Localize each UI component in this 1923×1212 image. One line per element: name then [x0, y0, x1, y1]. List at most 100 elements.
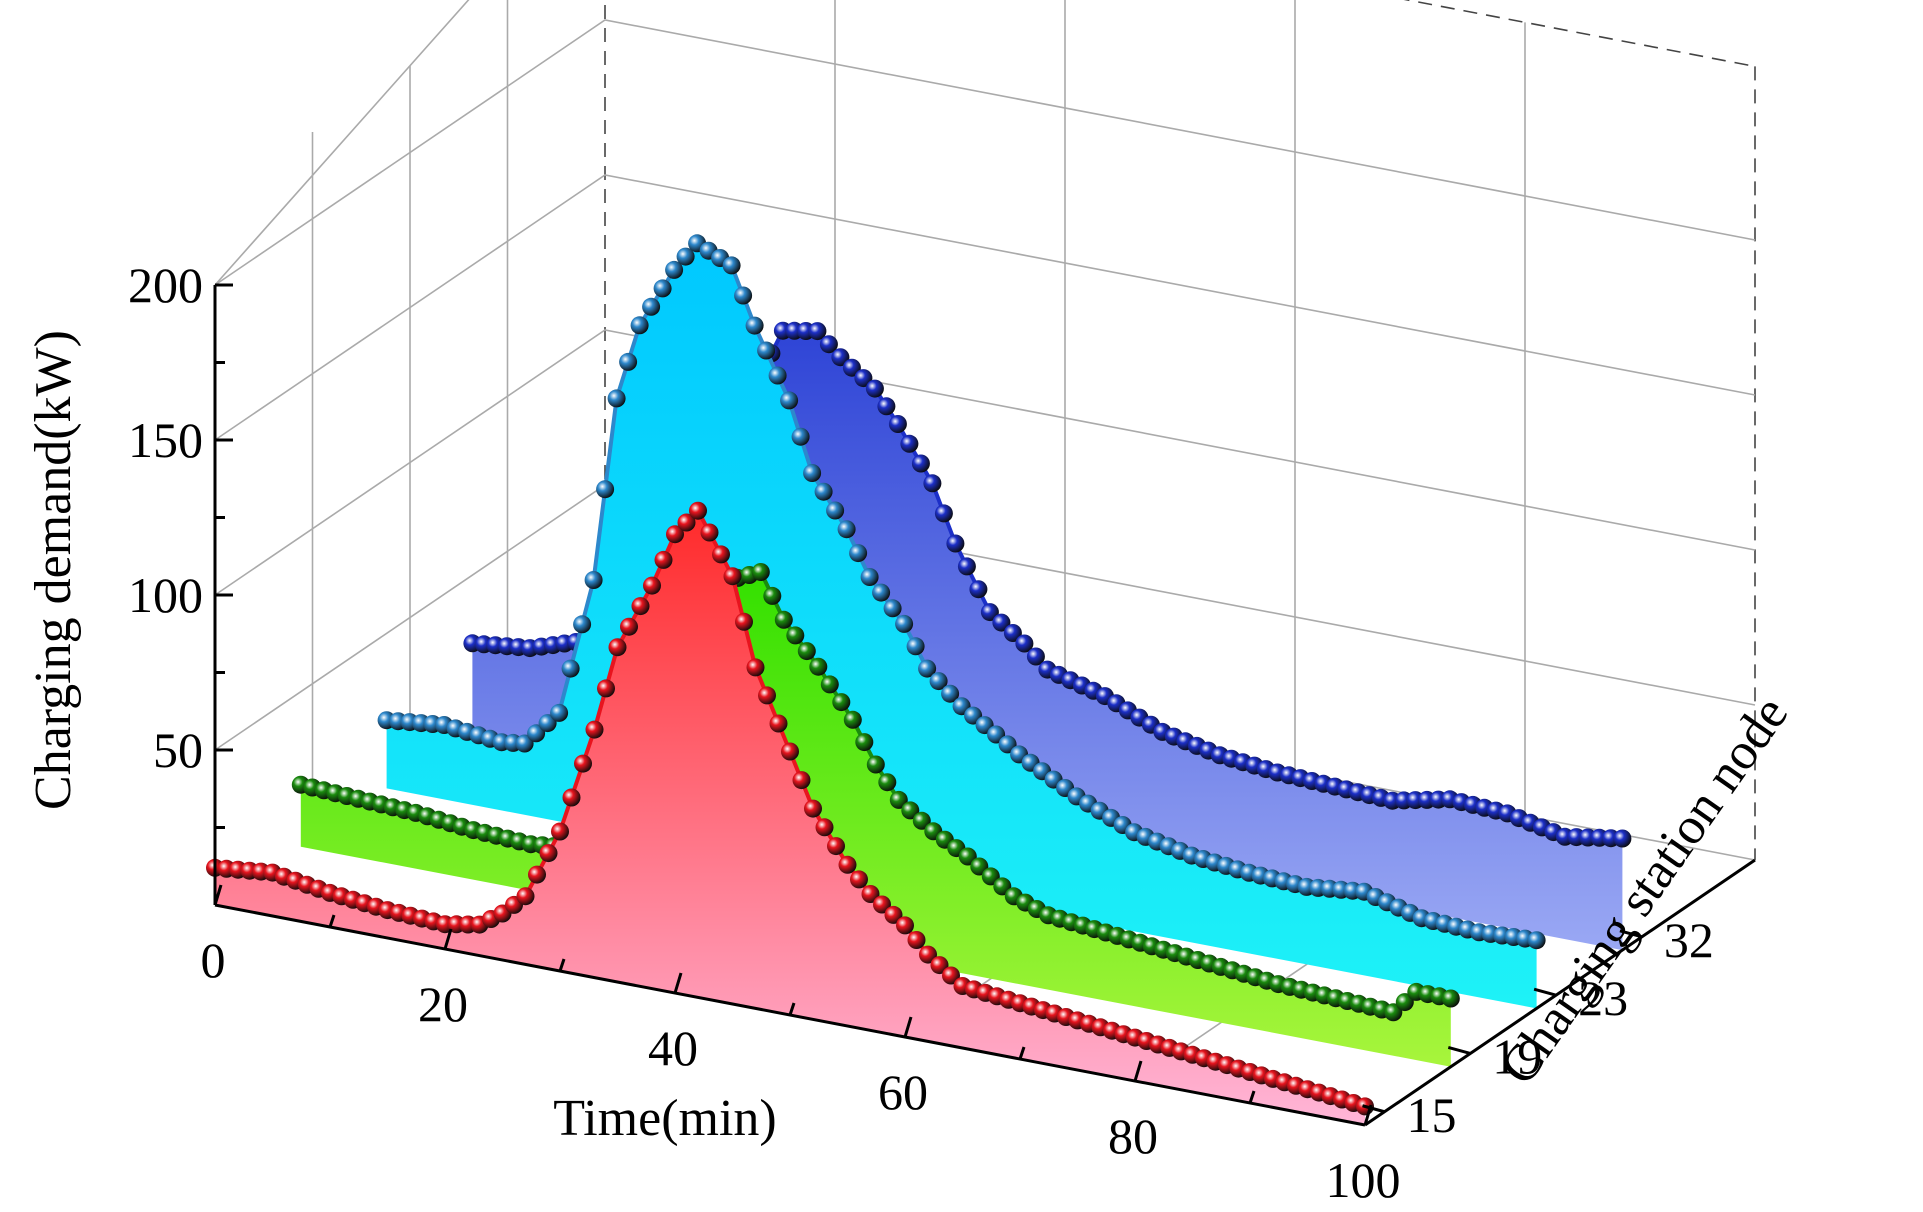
- data-point: [941, 684, 960, 703]
- series-layer: [206, 234, 1632, 1125]
- series-area: [215, 510, 1365, 1125]
- data-point: [562, 788, 581, 807]
- data-point: [877, 397, 896, 416]
- left-wall-top-edge: [214, 0, 470, 286]
- data-point: [980, 603, 999, 622]
- data-point: [930, 956, 949, 975]
- y-tick-label: 32: [1664, 912, 1714, 968]
- z-tick-label: 50: [153, 722, 203, 778]
- data-point: [831, 348, 850, 367]
- data-point: [861, 885, 880, 903]
- data-point: [676, 247, 695, 266]
- data-point: [929, 672, 948, 691]
- data-point: [923, 474, 942, 493]
- data-point: [946, 534, 965, 553]
- back-wall-top-edge: [1403, 0, 1756, 68]
- series-15: [206, 501, 1374, 1125]
- z-tick-label: 200: [128, 257, 203, 313]
- data-point: [619, 352, 638, 371]
- data-point: [855, 733, 874, 752]
- x-tick-label: 80: [1108, 1108, 1158, 1164]
- data-point: [758, 686, 776, 705]
- data-point: [832, 693, 851, 712]
- data-point: [803, 464, 822, 482]
- data-point: [820, 675, 839, 694]
- data-point: [1527, 931, 1546, 950]
- z-tick-label: 150: [128, 412, 203, 468]
- data-point: [574, 754, 592, 773]
- data-point: [860, 568, 879, 586]
- data-point: [826, 501, 845, 520]
- data-point: [842, 358, 861, 377]
- data-point: [689, 501, 707, 520]
- data-point: [786, 626, 805, 645]
- y-tick: [1447, 1046, 1471, 1055]
- x-tick: [903, 1016, 913, 1038]
- x-minor-tick: [1018, 1046, 1026, 1060]
- data-point: [781, 742, 799, 761]
- y-tick: [1619, 929, 1643, 939]
- x-minor-tick: [328, 914, 336, 928]
- data-point: [722, 256, 741, 275]
- data-point: [539, 844, 558, 863]
- data-point: [1441, 989, 1460, 1008]
- data-point: [873, 895, 891, 914]
- data-point: [677, 513, 696, 532]
- data-point: [888, 415, 907, 433]
- x-tick-label: 100: [1326, 1152, 1401, 1208]
- data-point: [957, 557, 976, 576]
- data-point: [550, 703, 569, 722]
- data-point: [643, 576, 661, 595]
- data-point: [712, 545, 730, 564]
- data-point: [889, 790, 908, 809]
- y-tick-label: 15: [1407, 1087, 1457, 1143]
- data-point: [838, 855, 857, 874]
- data-point: [751, 563, 770, 581]
- data-point: [815, 818, 834, 837]
- data-point: [1384, 1003, 1403, 1022]
- data-point: [769, 714, 788, 733]
- x-tick-label: 0: [201, 932, 226, 988]
- data-point: [883, 599, 902, 618]
- data-point: [516, 887, 535, 906]
- data-point: [896, 916, 914, 935]
- data-point: [774, 610, 793, 629]
- data-point: [1613, 829, 1632, 848]
- z-axis-title: Charging demand(kW): [25, 330, 82, 810]
- data-point: [745, 316, 764, 335]
- y-tick-label: 19: [1492, 1028, 1542, 1084]
- data-point: [573, 615, 592, 634]
- data-point: [735, 612, 753, 631]
- data-point: [942, 966, 960, 985]
- data-point: [804, 799, 822, 818]
- data-point: [757, 341, 776, 360]
- x-tick-label: 40: [648, 1020, 698, 1076]
- series-area: [300, 572, 1451, 1067]
- data-point: [666, 525, 684, 544]
- data-point: [934, 504, 953, 523]
- data-point: [584, 571, 603, 589]
- data-point: [850, 870, 868, 889]
- z-gridline: [214, 174, 1756, 441]
- data-point: [585, 720, 604, 739]
- data-point: [654, 550, 673, 569]
- data-point: [1015, 634, 1034, 653]
- data-point: [843, 710, 862, 729]
- data-point: [665, 260, 684, 279]
- data-point: [630, 316, 649, 335]
- data-point: [1026, 647, 1045, 666]
- data-point: [912, 811, 931, 830]
- data-point: [854, 369, 873, 388]
- data-point: [814, 482, 833, 501]
- data-point: [723, 567, 742, 586]
- y-tick: [1533, 987, 1557, 997]
- data-point: [551, 822, 569, 841]
- data-point: [746, 658, 765, 677]
- data-point: [900, 434, 919, 453]
- x-minor-tick: [558, 958, 566, 972]
- data-point: [1003, 624, 1022, 642]
- data-point: [901, 801, 920, 820]
- data-point: [768, 366, 787, 385]
- data-point: [911, 454, 930, 473]
